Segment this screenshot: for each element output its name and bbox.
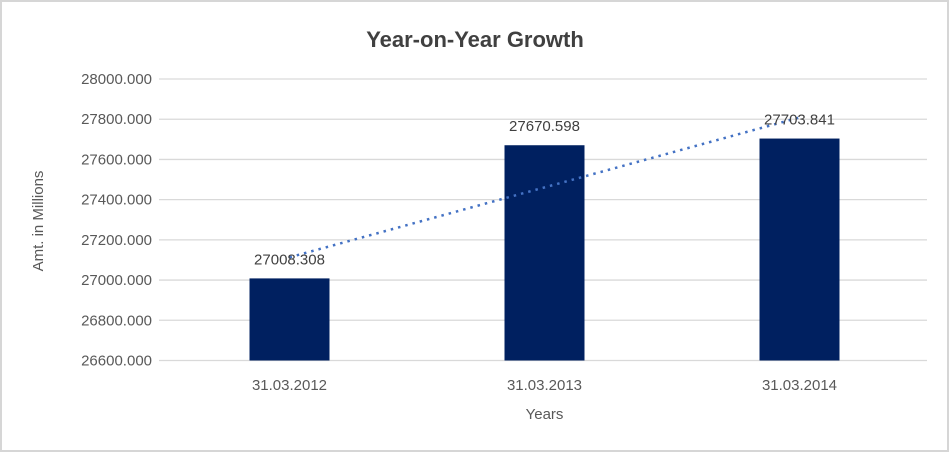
x-axis-title: Years (526, 406, 564, 423)
y-tick-label: 28000.000 (81, 71, 152, 88)
bar-31.03.2013 (504, 145, 585, 361)
y-tick-label: 26800.000 (81, 312, 152, 329)
y-tick-label: 27400.000 (81, 192, 152, 209)
y-axis-title: Amt. in Millions (30, 171, 47, 272)
bar-31.03.2014 (759, 138, 840, 361)
bar-31.03.2012 (249, 278, 330, 361)
bar-data-label: 27670.598 (509, 118, 580, 135)
x-category-label: 31.03.2013 (507, 377, 582, 394)
x-category-label: 31.03.2012 (252, 377, 327, 394)
x-category-label: 31.03.2014 (762, 377, 837, 394)
y-tick-label: 27000.000 (81, 272, 152, 289)
y-tick-label: 27800.000 (81, 111, 152, 128)
bar-data-label: 27008.308 (254, 251, 325, 268)
bar-data-label: 27703.841 (764, 112, 835, 129)
chart-title: Year-on-Year Growth (366, 27, 584, 52)
linear-trendline (289, 116, 800, 259)
y-tick-label: 26600.000 (81, 353, 152, 370)
y-tick-label: 27200.000 (81, 232, 152, 249)
y-tick-label: 27600.000 (81, 151, 152, 168)
